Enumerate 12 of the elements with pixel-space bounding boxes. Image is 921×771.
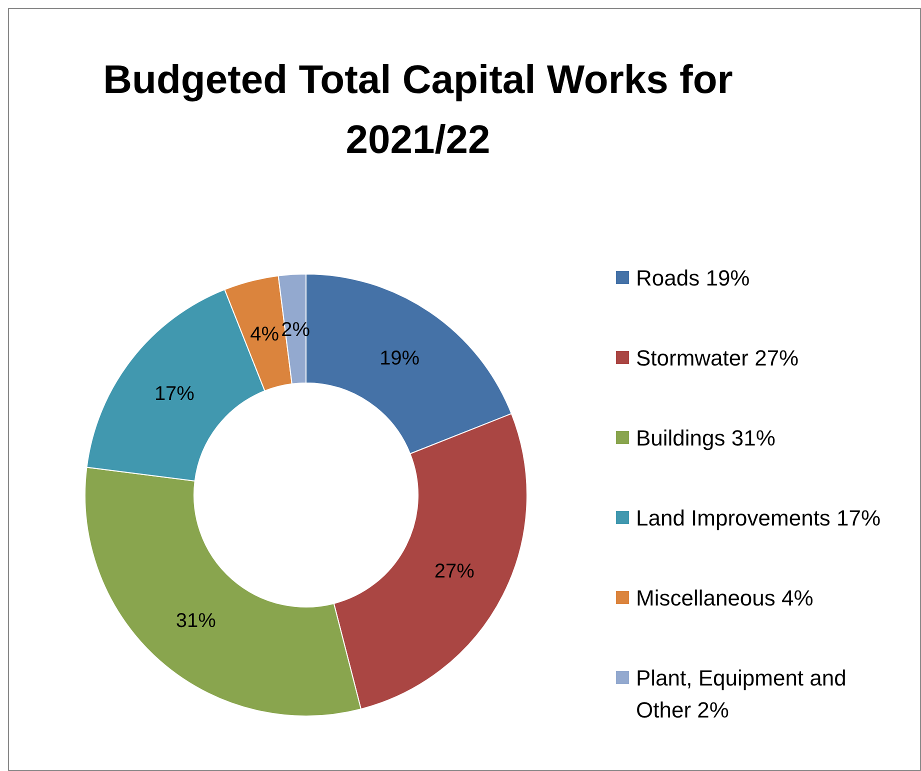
- data-label: 4%: [250, 324, 280, 346]
- legend-label: Plant, Equipment and Other 2%: [636, 666, 846, 723]
- data-label: 19%: [380, 347, 420, 370]
- legend-label: Land Improvements 17%: [636, 506, 881, 531]
- legend-label: Roads 19%: [636, 266, 750, 291]
- data-label: 17%: [154, 382, 195, 405]
- data-label: 27%: [434, 560, 475, 583]
- data-label: 31%: [176, 610, 216, 632]
- chart-title: Budgeted Total Capital Works for 2021/22: [103, 58, 733, 162]
- legend-label: Miscellaneous 4%: [636, 586, 814, 611]
- legend-label: Stormwater 27%: [636, 346, 799, 371]
- legend-label: Buildings 31%: [636, 426, 776, 451]
